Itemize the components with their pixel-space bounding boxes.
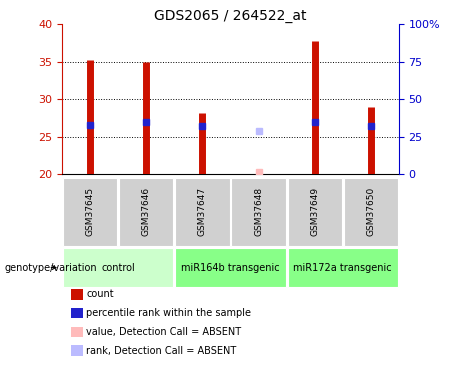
Text: miR164b transgenic: miR164b transgenic <box>181 262 280 273</box>
Text: GSM37645: GSM37645 <box>86 188 95 237</box>
Text: rank, Detection Call = ABSENT: rank, Detection Call = ABSENT <box>86 346 236 355</box>
Text: GSM37648: GSM37648 <box>254 188 263 237</box>
Text: GDS2065 / 264522_at: GDS2065 / 264522_at <box>154 9 307 23</box>
Text: GSM37649: GSM37649 <box>310 188 319 237</box>
Text: GSM37647: GSM37647 <box>198 188 207 237</box>
Text: control: control <box>101 262 135 273</box>
Text: value, Detection Call = ABSENT: value, Detection Call = ABSENT <box>86 327 241 337</box>
Text: genotype/variation: genotype/variation <box>5 262 97 273</box>
Text: GSM37646: GSM37646 <box>142 188 151 237</box>
Text: percentile rank within the sample: percentile rank within the sample <box>86 308 251 318</box>
Text: miR172a transgenic: miR172a transgenic <box>293 262 392 273</box>
Text: GSM37650: GSM37650 <box>366 187 375 237</box>
Text: count: count <box>86 290 114 299</box>
